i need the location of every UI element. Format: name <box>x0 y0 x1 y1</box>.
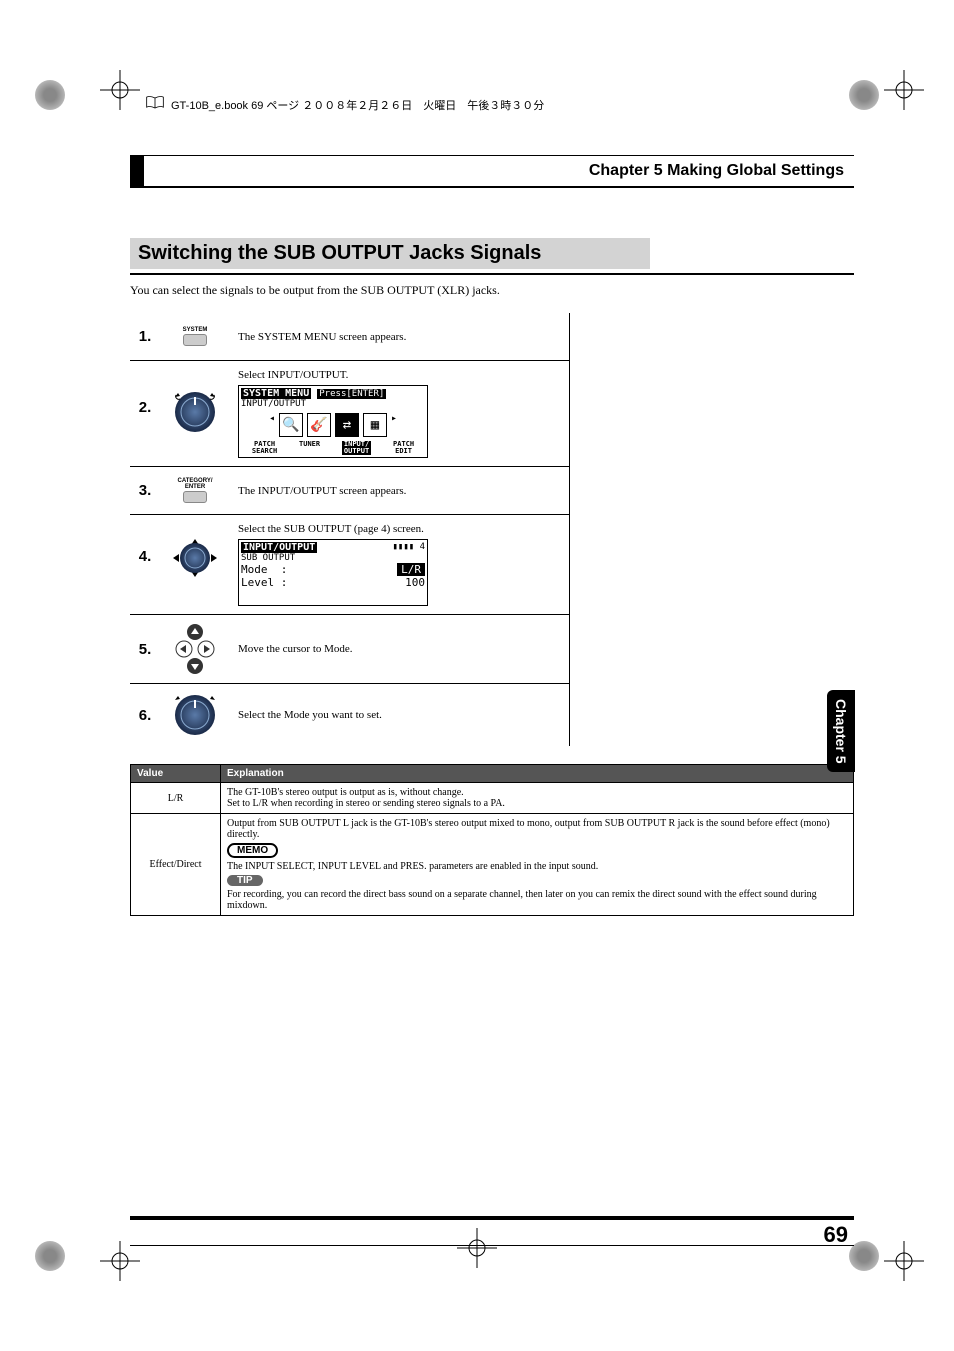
step-text-top: Select the SUB OUTPUT (page 4) screen. <box>238 523 569 535</box>
step-number: 6. <box>130 707 160 724</box>
explanation-line: Set to L/R when recording in stereo or s… <box>227 798 847 809</box>
step-text: The SYSTEM MENU screen appears. <box>230 331 569 343</box>
button-label: CATEGORY/ ENTER <box>177 478 212 490</box>
steps-right-empty <box>580 313 854 746</box>
step-row: 5. Move the cursor to Mode. <box>130 615 569 684</box>
explanation-line: Output from SUB OUTPUT L jack is the GT-… <box>227 818 847 840</box>
step-text-top: Select INPUT/OUTPUT. <box>238 369 569 381</box>
step-number: 4. <box>130 523 160 565</box>
lcd-icon-tuner: 🎸 <box>307 413 331 437</box>
explanation-line: The GT-10B's stereo output is output as … <box>227 787 847 798</box>
lcd-icon-search: 🔍 <box>279 413 303 437</box>
section-title-wrap: Switching the SUB OUTPUT Jacks Signals <box>130 238 854 275</box>
chapter-header: Chapter 5 Making Global Settings <box>130 155 854 188</box>
button-label: SYSTEM <box>183 327 208 333</box>
header-runner: GT-10B_e.book 69 ページ ２００８年２月２６日 火曜日 午後３時… <box>145 95 544 114</box>
step-row: 1. SYSTEM The SYSTEM MENU screen appears… <box>130 313 569 361</box>
dpad-icon <box>175 623 215 675</box>
step-row: 2. Select INPUT/OUTPUT. SYSTEM MENU Pres… <box>130 361 569 467</box>
step-icon: CATEGORY/ ENTER <box>160 478 230 503</box>
lcd-screen-sub-output: INPUT/OUTPUT ▮▮▮▮ 4 SUB OUTPUT Mode : L/… <box>238 539 428 606</box>
step-number: 1. <box>130 328 160 345</box>
lcd-row-value: 100 <box>405 576 425 589</box>
knob-icon <box>172 692 218 738</box>
system-button-icon: SYSTEM <box>183 327 208 346</box>
page-number: 69 <box>824 1222 854 1248</box>
lcd-title-right: Press[ENTER] <box>317 389 386 399</box>
lcd-bottom-labels: PATCH SEARCH TUNER INPUT/ OUTPUT PATCH E… <box>241 441 425 455</box>
step-text: The INPUT/OUTPUT screen appears. <box>230 485 569 497</box>
steps-left: 1. SYSTEM The SYSTEM MENU screen appears… <box>130 313 570 746</box>
lcd-icon-io: ⇄ <box>335 413 359 437</box>
memo-text: The INPUT SELECT, INPUT LEVEL and PRES. … <box>227 861 847 872</box>
knob-4way-icon <box>167 535 223 581</box>
step-icon <box>160 523 230 581</box>
section-title: Switching the SUB OUTPUT Jacks Signals <box>130 238 650 269</box>
side-tab-label: Chapter 5 <box>833 699 849 764</box>
tip-badge: TIP <box>227 875 263 886</box>
category-enter-button-icon: CATEGORY/ ENTER <box>177 478 212 503</box>
lcd-title: SYSTEM MENU <box>241 388 311 399</box>
crop-mark-br <box>884 1241 924 1281</box>
step-icon <box>160 623 230 675</box>
lcd-icon-patch: ▦ <box>363 413 387 437</box>
knob-icon <box>172 389 218 435</box>
book-icon <box>145 95 165 114</box>
step-number: 3. <box>130 482 160 499</box>
header-runner-text: GT-10B_e.book 69 ページ ２００８年２月２６日 火曜日 午後３時… <box>171 97 544 113</box>
step-text: Move the cursor to Mode. <box>230 643 569 655</box>
step-text: Select the Mode you want to set. <box>230 709 569 721</box>
lcd-screen-system-menu: SYSTEM MENU Press[ENTER] INPUT/OUTPUT ◂ … <box>238 385 428 458</box>
table-cell-value: L/R <box>131 783 221 814</box>
tip-text: For recording, you can record the direct… <box>227 889 847 911</box>
step-row: 4. Select the SUB OUTPUT (page 4) screen… <box>130 515 569 615</box>
step-row: 3. CATEGORY/ ENTER The INPUT/OUTPUT scre… <box>130 467 569 515</box>
table-cell-value: Effect/Direct <box>131 814 221 916</box>
crop-mark-tl <box>100 70 140 110</box>
crop-mark-bottom <box>457 1228 497 1273</box>
lcd-title: INPUT/OUTPUT <box>241 542 317 553</box>
intro-text: You can select the signals to be output … <box>130 283 854 298</box>
table-cell-explanation: Output from SUB OUTPUT L jack is the GT-… <box>221 814 854 916</box>
table-row: Effect/Direct Output from SUB OUTPUT L j… <box>131 814 854 916</box>
lcd-row-label: Level <box>241 576 274 589</box>
step-number: 5. <box>130 641 160 658</box>
side-tab-chapter: Chapter 5 <box>827 690 855 772</box>
step-row: 6. Select the Mode you want to set. <box>130 684 569 746</box>
table-header-value: Value <box>131 765 221 783</box>
table-header-explanation: Explanation <box>221 765 854 783</box>
table-row: L/R The GT-10B's stereo output is output… <box>131 783 854 814</box>
lcd-page-indicator: ▮▮▮▮ 4 <box>392 542 425 553</box>
value-table: Value Explanation L/R The GT-10B's stere… <box>130 764 854 916</box>
lcd-row-label: Mode <box>241 563 268 576</box>
crop-circle-tr <box>849 80 879 110</box>
lcd-subtitle: INPUT/OUTPUT <box>241 399 425 409</box>
memo-badge: MEMO <box>227 843 278 858</box>
step-icon <box>160 692 230 738</box>
step-text: Select the SUB OUTPUT (page 4) screen. I… <box>230 523 569 606</box>
steps-container: 1. SYSTEM The SYSTEM MENU screen appears… <box>130 313 854 746</box>
step-number: 2. <box>130 369 160 416</box>
table-cell-explanation: The GT-10B's stereo output is output as … <box>221 783 854 814</box>
crop-circle-tl <box>35 80 65 110</box>
crop-mark-tr <box>884 70 924 110</box>
lcd-row-value: L/R <box>397 563 425 576</box>
step-icon: SYSTEM <box>160 327 230 346</box>
crop-circle-bl <box>35 1241 65 1271</box>
chapter-header-text: Chapter 5 Making Global Settings <box>589 162 844 179</box>
step-icon <box>160 369 230 435</box>
step-text: Select INPUT/OUTPUT. SYSTEM MENU Press[E… <box>230 369 569 458</box>
lcd-subtitle: SUB OUTPUT <box>241 553 425 563</box>
